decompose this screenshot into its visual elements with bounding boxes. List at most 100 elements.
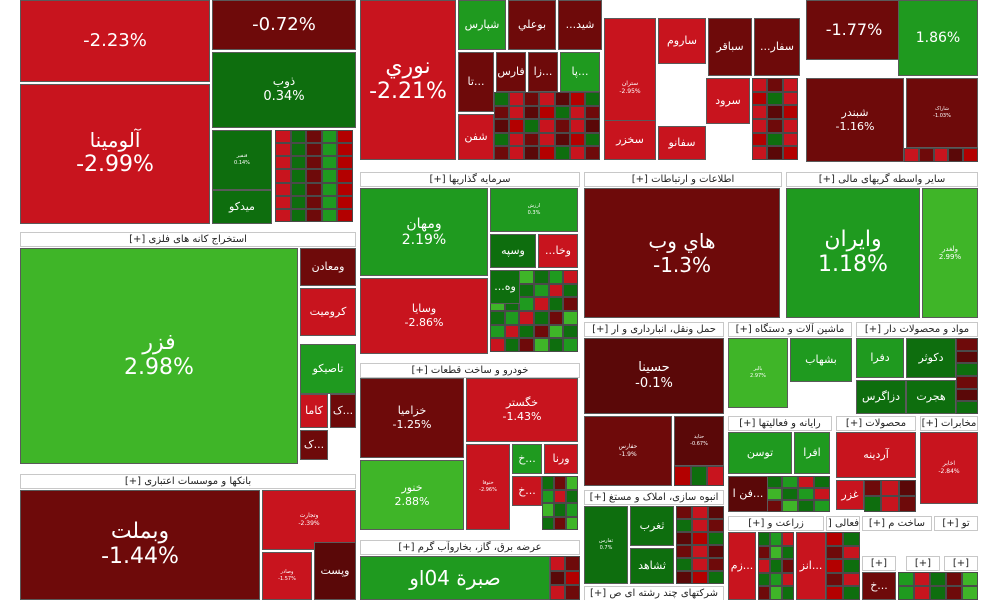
stock-tile[interactable]: سخزر [604, 120, 656, 160]
treemap-mini-cell[interactable] [290, 156, 307, 170]
treemap-mini-cell[interactable] [542, 476, 554, 490]
treemap-mini-cell[interactable] [692, 532, 708, 545]
treemap-mini-cell[interactable] [539, 146, 555, 160]
treemap-mini-cell[interactable] [707, 466, 724, 486]
treemap-mini-cell[interactable] [584, 119, 600, 133]
stock-tile[interactable]: غزر [836, 480, 864, 510]
treemap-mini-cell[interactable] [548, 311, 564, 325]
sector-header-realestate[interactable]: انبوه سازی، املاک و مستغ [+] [584, 490, 724, 505]
treemap-mini-cell[interactable] [770, 586, 782, 600]
stock-tile[interactable]: ...انز [796, 532, 826, 600]
treemap-mini-cell[interactable] [275, 169, 291, 183]
stock-tile[interactable]: وه... [490, 270, 520, 304]
stock-tile[interactable]: 1.86% [898, 0, 978, 76]
stock-tile[interactable]: ومهان 2.19% [360, 188, 488, 276]
stock-tile[interactable]: ...خ [512, 476, 542, 506]
treemap-mini-cell[interactable] [930, 572, 946, 586]
treemap-mini-cell[interactable] [306, 182, 322, 196]
treemap-mini-cell[interactable] [782, 146, 798, 160]
treemap-mini-cell[interactable] [752, 146, 768, 160]
stock-tile[interactable]: -0.72% [212, 0, 356, 50]
stock-tile[interactable]: وخا... [538, 234, 578, 268]
treemap-mini-cell[interactable] [690, 466, 708, 486]
treemap-mini-cell[interactable] [563, 270, 578, 284]
treemap-mini-cell[interactable] [534, 283, 549, 298]
stock-tile[interactable]: -2.23% [20, 0, 210, 82]
treemap-mini-cell[interactable] [509, 105, 525, 120]
stock-tile[interactable]: توسن [728, 432, 792, 474]
treemap-mini-cell[interactable] [524, 146, 540, 160]
treemap-mini-cell[interactable] [770, 545, 782, 560]
treemap-mini-cell[interactable] [692, 506, 708, 519]
stock-tile[interactable]: ثشاهد [630, 548, 674, 584]
treemap-mini-cell[interactable] [843, 559, 860, 573]
treemap-mini-cell[interactable] [946, 572, 962, 586]
treemap-mini-cell[interactable] [321, 208, 338, 222]
treemap-mini-cell[interactable] [766, 476, 782, 488]
stock-tile[interactable]: ...زا [528, 52, 558, 92]
treemap-mini-cell[interactable] [584, 132, 600, 147]
sector-header-machinery[interactable]: ماشین آلات و دستگاه [+] [728, 322, 852, 337]
sector-header-agri[interactable]: زراعت و [+] [728, 516, 824, 531]
treemap-mini-cell[interactable] [770, 559, 782, 573]
sector-header-finance-other[interactable]: سایر واسطه گریهای مالی [+] [786, 172, 978, 187]
treemap-mini-cell[interactable] [321, 182, 338, 196]
stock-tile[interactable]: ...تا [458, 52, 494, 112]
treemap-mini-cell[interactable] [843, 586, 860, 600]
treemap-mini-cell[interactable] [782, 119, 798, 133]
treemap-mini-cell[interactable] [275, 195, 291, 209]
treemap-mini-cell[interactable] [337, 208, 353, 222]
treemap-mini-cell[interactable] [542, 489, 554, 503]
stock-tile[interactable]: ...فن ا [728, 476, 768, 512]
treemap-mini-cell[interactable] [758, 532, 770, 546]
treemap-mini-cell[interactable] [676, 545, 692, 558]
stock-tile[interactable]: وبملت -1.44% [20, 490, 260, 600]
treemap-mini-cell[interactable] [550, 585, 565, 600]
treemap-mini-cell[interactable] [534, 324, 549, 339]
stock-tile[interactable]: ...خ [862, 572, 896, 600]
treemap-mini-cell[interactable] [563, 324, 578, 339]
treemap-mini-cell[interactable] [752, 78, 768, 92]
treemap-mini-cell[interactable] [509, 119, 525, 133]
treemap-mini-cell[interactable] [524, 105, 540, 120]
treemap-mini-cell[interactable] [814, 476, 830, 488]
treemap-mini-cell[interactable] [494, 119, 510, 133]
treemap-mini-cell[interactable] [504, 324, 520, 339]
treemap-mini-cell[interactable] [826, 586, 843, 600]
treemap-mini-cell[interactable] [565, 585, 580, 600]
treemap-mini-cell[interactable] [767, 105, 783, 119]
stock-tile[interactable]: وصادر -1.57% [262, 552, 312, 600]
treemap-mini-cell[interactable] [956, 388, 978, 402]
treemap-mini-cell[interactable] [321, 156, 338, 170]
treemap-mini-cell[interactable] [569, 132, 585, 147]
treemap-mini-cell[interactable] [494, 105, 510, 120]
stock-tile[interactable]: فزر 2.98% [20, 248, 298, 464]
treemap-mini-cell[interactable] [569, 146, 585, 160]
stock-tile[interactable]: وپست [314, 542, 356, 600]
treemap-mini-cell[interactable] [843, 572, 860, 587]
treemap-mini-cell[interactable] [767, 78, 783, 92]
stock-tile[interactable]: افرا [794, 432, 830, 474]
stock-tile[interactable]: ارزش 0.3% [490, 188, 578, 232]
treemap-mini-cell[interactable] [782, 91, 798, 106]
treemap-mini-cell[interactable] [306, 169, 322, 183]
treemap-mini-cell[interactable] [948, 148, 964, 162]
stock-tile[interactable]: اخابر -2.84% [920, 432, 978, 504]
stock-tile[interactable]: سفانو [658, 126, 706, 160]
treemap-mini-cell[interactable] [554, 489, 566, 503]
stock-tile[interactable]: ورنا [544, 444, 578, 474]
treemap-mini-cell[interactable] [758, 586, 770, 600]
treemap-mini-cell[interactable] [519, 270, 534, 284]
treemap-mini-cell[interactable] [676, 571, 692, 584]
stock-tile[interactable]: وتجارت -2.39% [262, 490, 356, 550]
sector-header-investments[interactable]: سرمایه گذاریها [+] [360, 172, 580, 187]
treemap-mini-cell[interactable] [554, 132, 570, 147]
stock-tile[interactable]: ميدكو [212, 190, 272, 224]
treemap-mini-cell[interactable] [321, 130, 338, 144]
treemap-mini-cell[interactable] [542, 503, 554, 517]
treemap-mini-cell[interactable] [565, 570, 580, 586]
stock-tile[interactable]: ...خ [512, 444, 542, 474]
stock-tile[interactable]: خنور 2.88% [360, 460, 464, 530]
treemap-mini-cell[interactable] [519, 297, 534, 311]
treemap-mini-cell[interactable] [337, 169, 353, 183]
